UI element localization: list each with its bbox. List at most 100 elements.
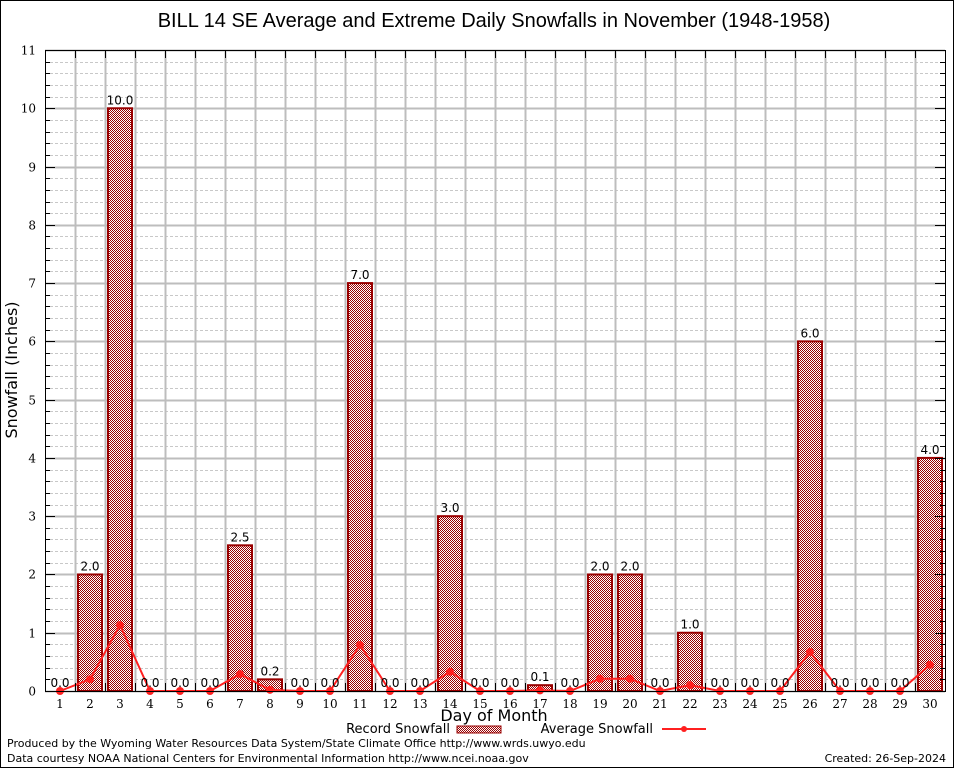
record-bar [107, 107, 133, 693]
record-value-label: 0.0 [890, 676, 909, 690]
grid [45, 49, 945, 693]
legend-label-average: Average Snowfall [541, 722, 653, 737]
x-tick-label: 16 [502, 697, 517, 711]
average-point [536, 686, 544, 695]
footer-created: Created: 26-Sep-2024 [825, 752, 946, 765]
record-value-label: 0.0 [770, 676, 789, 690]
record-value-label: 6.0 [800, 326, 819, 340]
record-value-label: 0.0 [860, 676, 879, 690]
record-value-label: 0.0 [380, 676, 399, 690]
x-tick-label: 12 [382, 697, 397, 711]
x-tick-label: 22 [682, 697, 697, 711]
record-value-label: 0.0 [650, 676, 669, 690]
x-tick-label: 30 [922, 697, 937, 711]
footer-data-courtesy: Data courtesy NOAA National Centers for … [7, 752, 529, 765]
average-point [596, 674, 604, 683]
x-tick-label: 11 [352, 697, 367, 711]
chart-title: BILL 14 SE Average and Extreme Daily Sno… [158, 10, 831, 32]
average-point [266, 685, 274, 694]
y-tick-label: 10 [21, 102, 36, 116]
record-value-label: 1.0 [680, 618, 699, 632]
y-tick-label: 6 [28, 335, 36, 349]
record-value-label: 0.0 [410, 676, 429, 690]
x-tick-label: 9 [296, 697, 304, 711]
x-tick-label: 8 [266, 697, 274, 711]
x-tick-label: 6 [206, 697, 214, 711]
x-tick-label: 10 [322, 697, 337, 711]
record-bar [227, 544, 253, 692]
legend-marker-average [681, 726, 687, 732]
y-axis-label: Snowfall (Inches) [2, 301, 21, 438]
x-tick-label: 4 [146, 697, 154, 711]
legend: Record Snowfall Average Snowfall [346, 722, 706, 737]
record-value-label: 4.0 [920, 443, 939, 457]
record-value-label: 0.0 [830, 676, 849, 690]
record-bar [347, 282, 373, 692]
x-tick-label: 29 [892, 697, 907, 711]
x-tick-label: 23 [712, 697, 727, 711]
y-tick-label: 4 [28, 452, 36, 466]
x-tick-label: 20 [622, 697, 637, 711]
legend-swatch-record [456, 725, 502, 734]
y-tick-label: 0 [28, 685, 36, 699]
x-axis-label: Day of Month [440, 706, 547, 725]
record-bar [617, 573, 643, 692]
x-tick-label: 17 [532, 697, 547, 711]
average-point [806, 647, 814, 656]
x-tick-label: 25 [772, 697, 787, 711]
record-value-label: 2.0 [590, 559, 609, 573]
x-tick-label: 26 [802, 697, 817, 711]
record-value-label: 0.0 [470, 676, 489, 690]
record-value-label: 0.0 [170, 676, 189, 690]
record-value-label: 0.0 [710, 676, 729, 690]
x-tick-label: 27 [832, 697, 847, 711]
record-bar [587, 573, 613, 692]
average-point [116, 621, 124, 630]
record-value-label: 0.0 [740, 676, 759, 690]
record-value-label: 0.0 [50, 676, 69, 690]
x-tick-label: 18 [562, 697, 577, 711]
record-value-label: 0.2 [260, 664, 279, 678]
data-labels: 0.0 2.0 10.0 0.0 0.0 0.0 2.5 0.2 0.0 0.0 7.0 0.0 0.0… [50, 93, 939, 690]
average-point [446, 667, 454, 676]
record-value-label: 3.0 [440, 501, 459, 515]
footer-produced-by: Produced by the Wyoming Water Resources … [7, 737, 586, 750]
record-value-label: 2.0 [80, 559, 99, 573]
record-value-label: 7.0 [350, 268, 369, 282]
record-bar [437, 515, 463, 692]
y-tick-label: 2 [28, 568, 36, 582]
record-value-label: 2.5 [230, 530, 249, 544]
record-value-label: 0.0 [290, 676, 309, 690]
record-value-label: 0.1 [530, 670, 549, 684]
x-tick-label: 1 [56, 697, 64, 711]
x-tick-label: 15 [472, 697, 487, 711]
record-value-label: 10.0 [107, 93, 134, 107]
record-value-label: 2.0 [620, 559, 639, 573]
y-tick-label: 9 [28, 161, 36, 175]
x-tick-label: 3 [116, 697, 124, 711]
record-bar [797, 340, 823, 692]
y-tick-label: 11 [21, 44, 36, 58]
record-bar [77, 573, 103, 692]
y-tick-label: 3 [28, 510, 36, 524]
y-tick-label: 5 [28, 394, 36, 408]
average-point [686, 681, 694, 690]
x-tick-label: 19 [592, 697, 607, 711]
average-point [86, 675, 94, 684]
x-tick-label: 21 [652, 697, 667, 711]
x-tick-label: 28 [862, 697, 877, 711]
record-value-label: 0.0 [500, 676, 519, 690]
y-tick-label: 7 [28, 277, 36, 291]
y-tick-label: 8 [28, 219, 36, 233]
legend-label-record: Record Snowfall [346, 722, 450, 737]
average-point [926, 660, 934, 669]
average-point [236, 670, 244, 679]
y-tick-label: 1 [28, 627, 36, 641]
x-tick-label: 7 [236, 697, 244, 711]
record-value-label: 0.0 [320, 676, 339, 690]
x-tick-label: 14 [442, 697, 458, 711]
x-tick-label: 2 [86, 697, 94, 711]
x-tick-label: 5 [176, 697, 184, 711]
